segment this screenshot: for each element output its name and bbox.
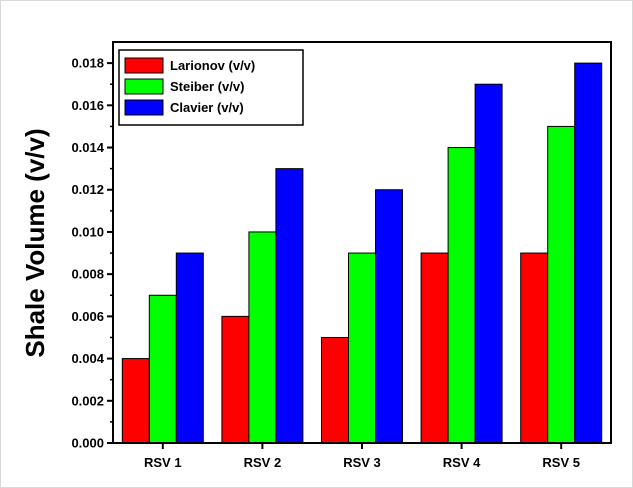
x-tick-label: RSV 4 xyxy=(443,455,481,470)
x-tick-label: RSV 2 xyxy=(244,455,282,470)
x-tick-label: RSV 3 xyxy=(343,455,381,470)
y-tick-label: 0.016 xyxy=(71,98,104,113)
y-tick-label: 0.000 xyxy=(71,436,104,451)
legend-label: Steiber (v/v) xyxy=(170,79,244,94)
bar-steiber-4 xyxy=(447,147,476,444)
bar-larionov-2 xyxy=(221,315,250,444)
y-axis-label: Shale Volume (v/v) xyxy=(20,128,50,357)
y-tick-label: 0.002 xyxy=(71,393,104,408)
bar-clavier-3 xyxy=(375,189,403,444)
legend-label: Larionov (v/v) xyxy=(170,58,255,73)
bar-clavier-4 xyxy=(474,83,503,444)
legend-label: Clavier (v/v) xyxy=(170,100,244,115)
bar-steiber-2 xyxy=(248,231,277,444)
y-tick-label: 0.012 xyxy=(71,182,104,197)
bar-steiber-3 xyxy=(348,252,376,444)
bar-larionov-1 xyxy=(121,358,150,444)
bar-clavier-2 xyxy=(275,168,304,444)
y-tick-label: 0.008 xyxy=(71,267,104,282)
y-tick-label: 0.018 xyxy=(71,56,104,71)
x-tick-label: RSV 1 xyxy=(144,455,182,470)
plot-area-frame xyxy=(112,41,612,444)
legend-swatch xyxy=(124,78,164,95)
legend-swatch xyxy=(124,57,164,74)
bars-group xyxy=(121,62,603,444)
x-ticks-group: RSV 1 RSV 2 RSV 3 RSV 4 RSV 5 xyxy=(144,443,580,470)
bar-steiber-1 xyxy=(148,294,177,444)
y-tick-label: 0.006 xyxy=(71,309,104,324)
bar-larionov-5 xyxy=(520,252,549,444)
bar-larionov-4 xyxy=(420,252,449,444)
y-tick-label: 0.010 xyxy=(71,224,104,239)
bar-larionov-3 xyxy=(321,336,349,444)
legend: Larionov (v/v) Steiber (v/v) Clavier (v/v) xyxy=(118,49,304,126)
y-tick-label: 0.014 xyxy=(71,140,104,155)
y-ticks-group: 0.000 0.002 0.004 0.006 0.008 0.010 0.012 0.014… xyxy=(71,56,113,451)
bar-clavier-5 xyxy=(574,62,603,444)
legend-swatch xyxy=(124,99,164,116)
bar-steiber-5 xyxy=(547,125,576,444)
x-tick-label: RSV 5 xyxy=(542,455,580,470)
bar-clavier-1 xyxy=(175,252,204,444)
y-tick-label: 0.004 xyxy=(71,351,104,366)
